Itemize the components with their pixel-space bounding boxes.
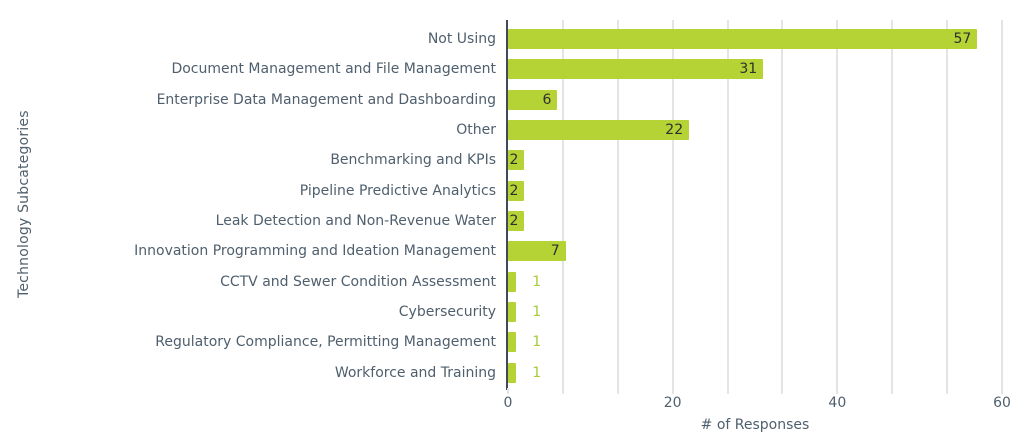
bar xyxy=(508,332,517,353)
bar-value-label: 1 xyxy=(532,273,542,290)
x-axis-tick-label: 0 xyxy=(503,395,513,411)
bar-track: 7 xyxy=(508,236,1002,266)
x-axis-tick xyxy=(946,388,949,394)
gridline xyxy=(891,20,894,388)
bar-row: Other 22 xyxy=(0,115,1002,145)
category-label: Workforce and Training xyxy=(334,364,496,381)
gridline xyxy=(946,20,949,388)
x-axis-tick xyxy=(561,388,564,394)
bar-row: Document Management and File Management … xyxy=(0,54,1002,84)
gridline xyxy=(726,20,729,388)
bar: 2 xyxy=(508,180,525,201)
x-axis-title: # of Responses xyxy=(700,417,810,433)
bar-rows: Not Using 57 Document Management and Fil… xyxy=(0,20,1002,388)
plot-area xyxy=(508,20,1003,388)
category-label: Other xyxy=(456,122,496,139)
bar: 31 xyxy=(508,59,764,80)
bar-track: 57 xyxy=(508,24,1002,54)
category-label: Innovation Programming and Ideation Mana… xyxy=(134,243,496,260)
x-axis-tick xyxy=(1001,388,1003,394)
bar-row: Regulatory Compliance, Permitting Manage… xyxy=(0,327,1002,357)
category-label: Document Management and File Management xyxy=(171,61,496,78)
bar-track: 31 xyxy=(508,54,1002,84)
gridline xyxy=(1001,20,1003,388)
gridline xyxy=(616,20,619,388)
x-axis-tick xyxy=(671,388,674,394)
bar xyxy=(508,302,517,323)
bar xyxy=(508,271,517,292)
bar-row: CCTV and Sewer Condition Assessment 1 xyxy=(0,267,1002,297)
bar-row: Workforce and Training 1 xyxy=(0,358,1002,388)
bar-row: Not Using 57 xyxy=(0,24,1002,54)
bar-track: 1 xyxy=(508,267,1002,297)
category-label: Regulatory Compliance, Permitting Manage… xyxy=(155,334,496,351)
category-label: Cybersecurity xyxy=(398,304,496,321)
category-label: Not Using xyxy=(427,31,496,48)
bar-track: 1 xyxy=(508,297,1002,327)
bar-track: 1 xyxy=(508,327,1002,357)
bar-track: 2 xyxy=(508,145,1002,175)
x-axis-tick-label: 40 xyxy=(828,395,847,411)
bar: 6 xyxy=(508,89,558,110)
x-axis-tick-label: 60 xyxy=(993,395,1011,411)
bar-value-label: 1 xyxy=(532,334,542,351)
bar: 57 xyxy=(508,29,978,50)
category-label: Leak Detection and Non-Revenue Water xyxy=(215,213,496,230)
bar xyxy=(508,362,517,383)
bar-track: 2 xyxy=(508,206,1002,236)
x-axis-tick xyxy=(726,388,729,394)
gridline xyxy=(781,20,784,388)
x-axis-tick-label: 20 xyxy=(663,395,682,411)
bar: 2 xyxy=(508,150,525,171)
bar-track: 2 xyxy=(508,176,1002,206)
bar-row: Innovation Programming and Ideation Mana… xyxy=(0,236,1002,266)
bar-track: 22 xyxy=(508,115,1002,145)
x-axis-tick xyxy=(836,388,839,394)
category-label: Pipeline Predictive Analytics xyxy=(299,182,496,199)
bar-value-label: 1 xyxy=(532,364,542,381)
x-axis-tick xyxy=(616,388,619,394)
bar-row: Enterprise Data Management and Dashboard… xyxy=(0,85,1002,115)
gridline xyxy=(561,20,564,388)
bar-row: Benchmarking and KPIs 2 xyxy=(0,145,1002,175)
gridline xyxy=(671,20,674,388)
bar-value-label: 1 xyxy=(532,304,542,321)
bar-row: Pipeline Predictive Analytics 2 xyxy=(0,176,1002,206)
x-axis-tick xyxy=(781,388,784,394)
bar-track: 1 xyxy=(508,358,1002,388)
category-label: Enterprise Data Management and Dashboard… xyxy=(156,91,496,108)
bar: 7 xyxy=(508,241,566,262)
category-label: Benchmarking and KPIs xyxy=(330,152,496,169)
x-axis-tick xyxy=(891,388,894,394)
x-axis-tick xyxy=(507,388,509,394)
bar: 22 xyxy=(508,120,690,141)
gridline xyxy=(836,20,839,388)
bar-row: Cybersecurity 1 xyxy=(0,297,1002,327)
bar: 2 xyxy=(508,211,525,232)
y-axis-line xyxy=(506,20,508,390)
category-label: CCTV and Sewer Condition Assessment xyxy=(220,273,496,290)
bar-track: 6 xyxy=(508,85,1002,115)
bar-row: Leak Detection and Non-Revenue Water 2 xyxy=(0,206,1002,236)
